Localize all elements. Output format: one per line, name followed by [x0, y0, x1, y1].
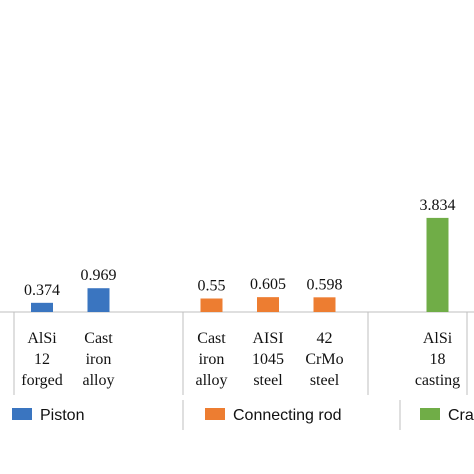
- x-tick-line: forged: [21, 372, 62, 389]
- x-tick-line: steel: [253, 372, 283, 389]
- legend-swatch: [420, 408, 440, 420]
- x-tick-line: CrMo: [305, 351, 343, 368]
- x-tick-line: iron: [199, 351, 225, 368]
- bar: [426, 217, 449, 312]
- x-tick-line: steel: [310, 372, 340, 389]
- x-tick-label: Cast iron alloy: [196, 330, 228, 389]
- x-tick-label: 42 CrMo steel: [305, 330, 343, 389]
- x-tick-line: iron: [86, 351, 112, 368]
- bar: [313, 297, 336, 312]
- x-tick-label: AlSi 18 casting: [415, 330, 460, 389]
- x-tick-line: Cast: [197, 330, 226, 347]
- data-label: 0.374: [24, 282, 60, 299]
- bar: [87, 288, 110, 312]
- data-label: 0.55: [198, 278, 226, 295]
- bar: [257, 297, 279, 312]
- x-tick-line: 1045: [252, 351, 284, 368]
- legend-label: Connecting rod: [233, 407, 342, 424]
- x-tick-line: AlSi: [27, 330, 57, 347]
- x-tick-line: 18: [430, 351, 446, 368]
- x-tick-label: AlSi 12 forged: [21, 330, 62, 389]
- x-tick-line: casting: [415, 372, 460, 389]
- data-label: 0.969: [81, 267, 117, 284]
- bar: [200, 298, 223, 312]
- x-tick-line: AlSi: [423, 330, 453, 347]
- x-tick-line: 42: [317, 330, 333, 347]
- x-tick-line: 12: [34, 351, 50, 368]
- legend-label: Crankshaft: [448, 407, 474, 424]
- x-tick-line: alloy: [83, 372, 115, 389]
- legend-label: Piston: [40, 407, 84, 424]
- x-tick-line: AISI: [252, 330, 283, 347]
- data-label: 0.605: [250, 276, 286, 293]
- data-label: 3.834: [420, 197, 456, 214]
- x-tick-line: alloy: [196, 372, 228, 389]
- bar: [31, 302, 53, 312]
- legend-swatch: [205, 408, 225, 420]
- x-tick-line: Cast: [84, 330, 113, 347]
- x-tick-label: Cast iron alloy: [83, 330, 115, 389]
- x-tick-label: AISI 1045 steel: [252, 330, 284, 389]
- data-label: 0.598: [307, 276, 343, 293]
- legend-swatch: [12, 408, 32, 420]
